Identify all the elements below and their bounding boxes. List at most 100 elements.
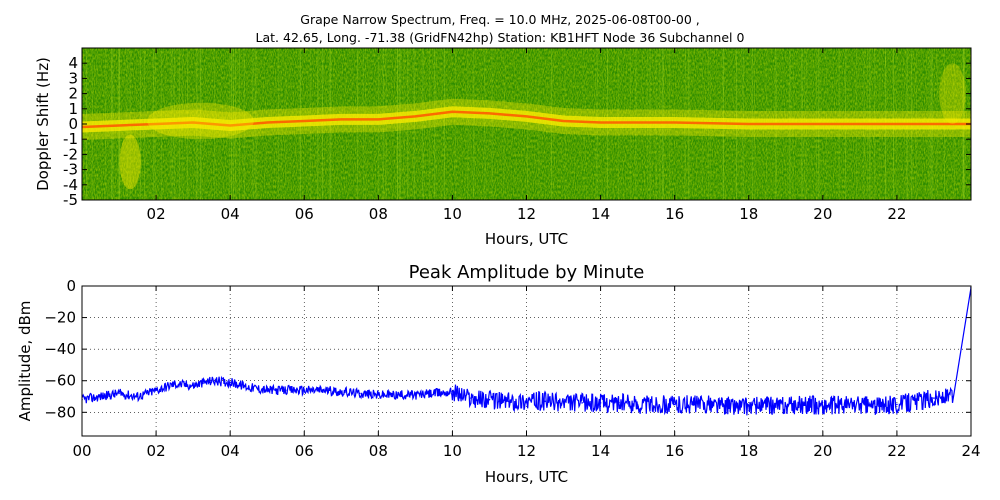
- amplitude-point: [766, 405, 769, 407]
- amplitude-point: [284, 389, 287, 392]
- amplitude-point: [859, 403, 861, 406]
- amplitude-point: [321, 389, 324, 392]
- x-axis-label: Hours, UTC: [485, 230, 568, 248]
- chart-title-line-1: Grape Narrow Spectrum, Freq. = 10.0 MHz,…: [300, 12, 700, 27]
- y-tick-label: −80: [44, 403, 76, 421]
- x-tick-label: 18: [739, 205, 758, 223]
- y-tick-label: 0: [66, 277, 76, 295]
- amplitude-point: [433, 392, 435, 395]
- y-tick-label: -5: [63, 191, 78, 209]
- doppler-peak-trace: [82, 110, 971, 129]
- amplitude-point: [729, 405, 732, 407]
- amplitude-point: [414, 394, 417, 396]
- y-axis-label: Doppler Shift (Hz): [34, 57, 52, 191]
- amplitude-point: [99, 395, 102, 398]
- amplitude-point: [951, 395, 954, 398]
- amplitude-point: [488, 398, 491, 401]
- chart-title-line-2: Lat. 42.65, Long. -71.38 (GridFN42hp) St…: [255, 30, 745, 45]
- amplitude-point: [914, 400, 917, 403]
- amplitude-point: [747, 405, 750, 407]
- amplitude-point: [396, 394, 398, 396]
- y-tick-label: −20: [44, 309, 76, 327]
- amplitude-point: [470, 397, 472, 399]
- y-tick-label: 2: [68, 85, 78, 103]
- x-axis-label: Hours, UTC: [485, 468, 568, 486]
- amplitude-point: [210, 379, 213, 382]
- amplitude-point: [877, 405, 880, 407]
- x-tick-label: 04: [221, 205, 240, 223]
- amplitude-point: [636, 403, 639, 406]
- x-tick-label: 12: [517, 442, 536, 460]
- amplitude-point: [303, 389, 306, 392]
- y-tick-label: -2: [63, 145, 78, 163]
- amplitude-point: [618, 402, 620, 404]
- amplitude-point: [581, 402, 583, 404]
- doppler-spread-region: [147, 102, 254, 140]
- amplitude-point: [599, 402, 602, 404]
- chart-title: Peak Amplitude by Minute: [409, 262, 645, 283]
- x-tick-label: 12: [517, 205, 536, 223]
- amplitude-point: [692, 403, 694, 406]
- amplitude-point: [136, 395, 139, 398]
- x-tick-label: 14: [591, 205, 610, 223]
- amplitude-point: [710, 403, 713, 406]
- y-tick-label: -4: [63, 176, 78, 194]
- y-tick-label: 4: [68, 54, 78, 72]
- amplitude-point: [822, 405, 824, 407]
- x-tick-label: 00: [72, 442, 91, 460]
- amplitude-point: [784, 405, 787, 407]
- amplitude-point: [192, 384, 194, 387]
- y-tick-label: 0: [68, 115, 78, 133]
- doppler-spread-region: [939, 63, 966, 124]
- amplitude-point: [247, 386, 250, 388]
- x-tick-label: 02: [147, 205, 166, 223]
- amplitude-point: [118, 392, 120, 395]
- amplitude-point: [266, 389, 269, 392]
- x-tick-label: 16: [665, 205, 684, 223]
- amplitude-point: [562, 402, 565, 404]
- amplitude-point: [340, 390, 343, 393]
- x-tick-label: 04: [221, 442, 240, 460]
- doppler-spectrogram: 02 04 06 08 10 12 14 16 18 20 2243210-1-2-3-4-5Hou…: [34, 47, 972, 248]
- x-tick-label: 24: [961, 442, 980, 460]
- x-tick-label: 22: [887, 205, 906, 223]
- x-tick-label: 14: [591, 442, 610, 460]
- x-tick-label: 10: [443, 442, 462, 460]
- amplitude-point: [525, 400, 528, 403]
- y-tick-label: −40: [44, 340, 76, 358]
- amplitude-point: [173, 383, 176, 385]
- amplitude-point: [933, 397, 935, 399]
- amplitude-point: [803, 403, 806, 406]
- y-axis-label: Amplitude, dBm: [16, 301, 34, 422]
- amplitude-point: [896, 403, 898, 406]
- x-tick-label: 08: [369, 442, 388, 460]
- x-tick-label: 02: [147, 442, 166, 460]
- x-tick-label: 20: [813, 442, 832, 460]
- x-tick-label: 08: [369, 205, 388, 223]
- y-tick-label: -3: [63, 161, 78, 179]
- x-tick-label: 18: [739, 442, 758, 460]
- amplitude-point: [451, 390, 454, 393]
- amplitude-point: [655, 403, 657, 406]
- amplitude-point: [840, 403, 843, 406]
- doppler-spread-region: [119, 134, 141, 190]
- x-tick-label: 22: [887, 442, 906, 460]
- amplitude-point: [359, 392, 361, 395]
- peak-amplitude-chart: 00 02 04 06 08 10 12 14 16 18 20 22 24 0 −20 −40 −60 −80 P…: [16, 262, 981, 486]
- x-tick-label: 20: [813, 205, 832, 223]
- x-tick-label: 10: [443, 205, 462, 223]
- plot-area: [82, 286, 971, 436]
- x-tick-label: 16: [665, 442, 684, 460]
- amplitude-point: [673, 403, 676, 406]
- amplitude-point: [544, 400, 546, 403]
- amplitude-point: [377, 394, 380, 396]
- amplitude-point: [229, 381, 231, 384]
- y-tick-label: −60: [44, 372, 76, 390]
- y-tick-label: 3: [68, 69, 78, 87]
- y-tick-label: -1: [63, 130, 78, 148]
- amplitude-point: [155, 389, 157, 392]
- x-tick-label: 06: [295, 442, 314, 460]
- amplitude-series-line: [82, 287, 971, 416]
- y-tick-label: 1: [68, 100, 78, 118]
